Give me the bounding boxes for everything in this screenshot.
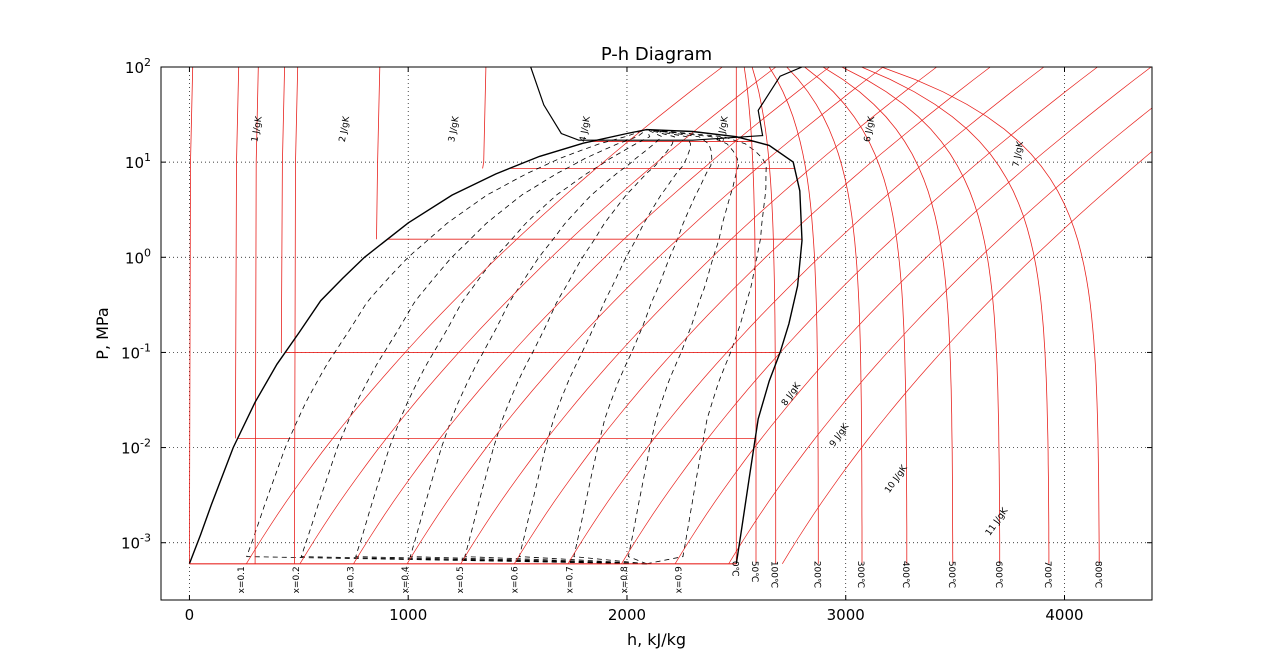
isentrope-line	[567, 67, 1045, 564]
isotherm-label: 50℃	[749, 561, 759, 583]
quality-line-label: x=0.1	[237, 566, 247, 593]
isotherm-liquid-line	[294, 67, 299, 564]
isotherm-liquid-line	[189, 67, 194, 564]
isentrope-line	[353, 67, 830, 564]
critical-isobar-curve	[530, 67, 803, 141]
isotherm-label: 400℃	[900, 561, 910, 588]
isotherm-line	[751, 67, 777, 564]
quality-line	[573, 129, 713, 565]
isentrope-label: 2 J/gK	[338, 115, 353, 143]
quality-line	[627, 129, 739, 565]
x-tick-label: 3000	[827, 606, 865, 624]
curves-layer	[188, 67, 1152, 565]
saturation-dome	[188, 128, 803, 565]
quality-line-label: x=0.5	[456, 566, 466, 593]
isotherm-label: 800℃	[1092, 561, 1102, 588]
isotherm-liquid-line	[254, 67, 259, 564]
isentrope-label: 1 J/gK	[250, 115, 265, 143]
isotherm-line	[786, 67, 863, 564]
isotherm-label: 600℃	[993, 561, 1003, 588]
quality-line	[355, 129, 651, 565]
quality-line	[646, 129, 767, 565]
y-tick-label: 10-3	[121, 532, 151, 553]
isentrope-label: 4 J/gK	[578, 115, 593, 143]
x-tick-label: 2000	[608, 606, 646, 624]
isotherm-line	[841, 67, 1001, 564]
isotherm-label: 300℃	[855, 561, 865, 588]
isentrope-label: 8 J/gK	[780, 380, 804, 408]
isentrope-label: 6 J/gK	[863, 115, 878, 143]
x-tick-label: 1000	[389, 606, 427, 624]
isotherm-line	[881, 67, 1100, 564]
isentrope-line	[728, 107, 1152, 564]
quality-line	[246, 129, 647, 565]
isentrope-label: 3 J/gK	[447, 115, 462, 143]
isotherm-liquid-line	[235, 67, 240, 439]
isentrope-label: 9 J/gK	[828, 421, 852, 449]
quality-line-label: x=0.6	[511, 566, 521, 593]
isentrope-line	[246, 67, 723, 564]
y-tick-label: 10-1	[121, 341, 151, 362]
isotherm-line	[743, 67, 757, 564]
quality-line	[464, 129, 675, 565]
isotherm-line	[804, 67, 908, 564]
y-tick-label: 101	[125, 151, 151, 172]
x-tick-label: 0	[185, 606, 195, 624]
quality-line-label: x=0.7	[565, 566, 575, 593]
ticks-layer: 0 1000 2000 3000 4000 10-3 10-2 10-1 100 101 102	[121, 56, 1152, 624]
quality-line-label: x=0.3	[347, 566, 357, 593]
isentrope-line	[621, 67, 1098, 564]
isotherm-label: 0℃	[729, 561, 739, 577]
isotherm-liquid-line	[482, 67, 487, 169]
isotherm-liquid-line	[376, 67, 381, 240]
isentrope-line	[514, 67, 991, 564]
isotherm-line	[861, 67, 1050, 564]
quality-line	[409, 129, 663, 565]
isotherm-liquid-line	[280, 67, 285, 353]
y-tick-label: 100	[125, 246, 151, 267]
isentrope-line	[674, 67, 1152, 564]
isotherm-label: 200℃	[811, 561, 821, 588]
y-tick-label: 102	[125, 56, 151, 77]
quality-line	[518, 129, 692, 565]
isotherm-label: 700℃	[1042, 561, 1052, 588]
y-axis-label: P, MPa	[93, 307, 112, 359]
isentrope-label: 7 J/gK	[1012, 140, 1027, 168]
plot-frame	[160, 66, 1153, 601]
isentrope-line	[299, 67, 777, 564]
isentrope-line	[460, 67, 937, 564]
isotherm-line	[768, 67, 819, 564]
quality-line-label: x=0.4	[401, 566, 411, 593]
isentrope-line	[406, 67, 884, 564]
quality-line-label: x=0.9	[675, 566, 685, 593]
x-axis-label: h, kJ/kg	[627, 630, 686, 649]
quality-line	[300, 129, 647, 565]
isentrope-label: 11 J/gK	[984, 505, 1011, 538]
isentrope-label: 5 J/gK	[716, 115, 731, 143]
quality-line-label: x=0.2	[292, 566, 302, 593]
y-tick-label: 10-2	[121, 437, 151, 458]
x-tick-label: 4000	[1045, 606, 1083, 624]
quality-line-label: x=0.8	[620, 566, 630, 593]
isentrope-line	[782, 151, 1152, 564]
isotherm-line	[822, 67, 954, 564]
isotherm-label: 100℃	[769, 561, 779, 588]
isotherm-label: 500℃	[946, 561, 956, 588]
chart-title: P-h Diagram	[601, 44, 712, 65]
